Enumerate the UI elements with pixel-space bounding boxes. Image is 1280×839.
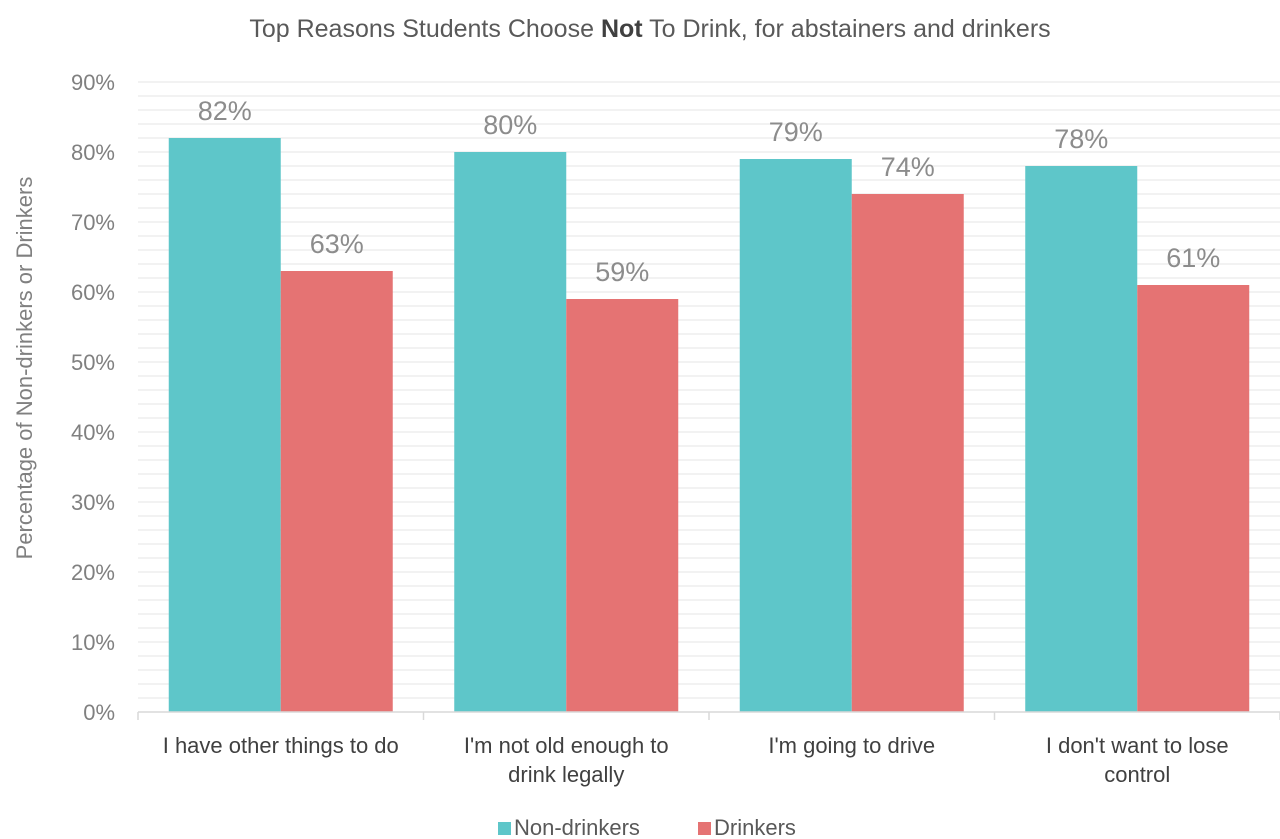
- y-tick-label: 60%: [71, 280, 115, 305]
- y-tick-label: 80%: [71, 140, 115, 165]
- data-label: 80%: [483, 110, 537, 140]
- chart-title-part-1: Top Reasons Students Choose: [249, 15, 601, 43]
- y-tick-label: 50%: [71, 350, 115, 375]
- bar-drinkers: [566, 299, 679, 712]
- y-tick-label: 10%: [71, 630, 115, 655]
- category-label: I'm not old enough to drink legally: [464, 733, 669, 787]
- chart-title-bold: Not: [601, 15, 643, 43]
- data-label: 78%: [1054, 124, 1108, 154]
- y-tick-label: 70%: [71, 210, 115, 235]
- y-axis-label: Percentage of Non-drinkers or Drinkers: [12, 177, 37, 560]
- y-tick-label: 30%: [71, 490, 115, 515]
- category-label: I'm going to drive: [768, 733, 935, 758]
- category-labels: I have other things to do I'm not old eno…: [163, 733, 1229, 787]
- y-tick-label: 40%: [71, 420, 115, 445]
- y-axis-ticks: 0% 10% 20% 30% 40% 50% 60% 70% 80% 90%: [71, 70, 115, 725]
- data-label: 74%: [881, 152, 935, 182]
- bar-drinkers: [851, 194, 964, 712]
- bar-non-drinkers: [454, 152, 567, 712]
- bar-drinkers: [1137, 285, 1250, 712]
- legend-swatch: [698, 822, 711, 835]
- bar-drinkers: [280, 271, 393, 712]
- bars: [168, 138, 1250, 712]
- legend: Non-drinkers Drinkers: [498, 815, 796, 839]
- data-label: 61%: [1166, 243, 1220, 273]
- y-tick-label: 20%: [71, 560, 115, 585]
- data-label: 63%: [310, 229, 364, 259]
- legend-label: Non-drinkers: [514, 815, 640, 839]
- y-tick-label: 0%: [83, 700, 115, 725]
- data-labels: 82% 63% 80% 59% 79% 74% 78% 61%: [198, 96, 1221, 287]
- bar-non-drinkers: [1025, 166, 1138, 712]
- category-label: I have other things to do: [163, 733, 399, 758]
- category-label: I don't want to lose control: [1046, 733, 1229, 787]
- bar-non-drinkers: [739, 159, 852, 712]
- chart-title: Top Reasons Students Choose Not To Drink…: [249, 15, 1050, 43]
- data-label: 59%: [595, 257, 649, 287]
- y-tick-label: 90%: [71, 70, 115, 95]
- legend-label: Drinkers: [714, 815, 796, 839]
- chart-title-part-2: To Drink, for abstainers and drinkers: [643, 15, 1051, 43]
- data-label: 79%: [769, 117, 823, 147]
- data-label: 82%: [198, 96, 252, 126]
- bar-non-drinkers: [168, 138, 281, 712]
- x-axis: [137, 711, 1280, 720]
- legend-swatch: [498, 822, 511, 835]
